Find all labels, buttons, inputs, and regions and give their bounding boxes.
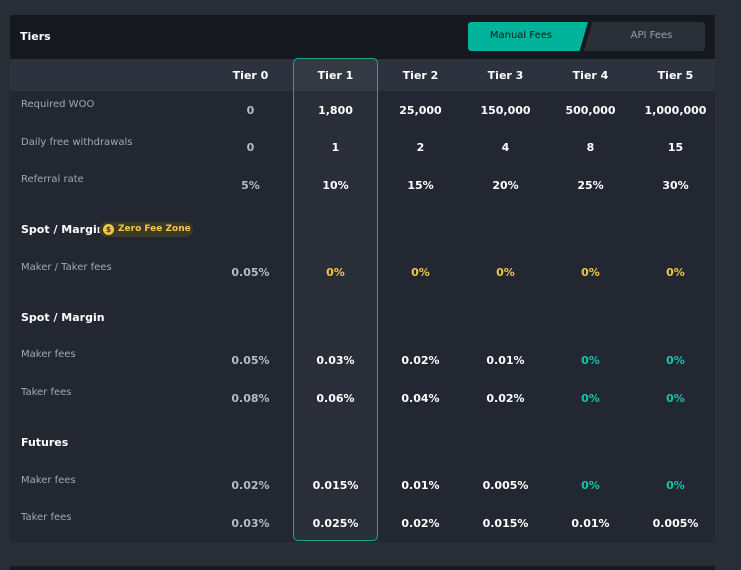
cell-futures-taker-tier-5: 0.005% (652, 517, 699, 530)
cell-required-woo-tier-2: 25,000 (399, 104, 442, 117)
cell-futures-maker-tier-4: 0% (581, 479, 600, 492)
cell-maker-taker-tier-5: 0% (666, 266, 685, 279)
tab-api-fees-label: API Fees (630, 30, 673, 41)
cell-maker-taker-tier-2: 0% (411, 266, 430, 279)
cell-spot-taker-tier-0: 0.08% (231, 392, 270, 405)
cell-referral-rate-tier-4: 25% (577, 179, 604, 192)
row-label-futures-maker-fees: Maker fees (21, 475, 76, 486)
cell-futures-maker-tier-1: 0.015% (312, 479, 359, 492)
cell-referral-rate-tier-1: 10% (322, 179, 349, 192)
tiers-header-bar: Tiers Manual Fees API Fees (10, 15, 715, 59)
cell-futures-taker-tier-1: 0.025% (312, 517, 359, 530)
cell-maker-taker-tier-4: 0% (581, 266, 600, 279)
cell-spot-taker-tier-3: 0.02% (486, 392, 525, 405)
cell-required-woo-tier-3: 150,000 (480, 104, 531, 117)
row-label-maker-taker-fees: Maker / Taker fees (21, 262, 112, 273)
cell-spot-maker-tier-1: 0.03% (316, 354, 355, 367)
cell-spot-maker-tier-2: 0.02% (401, 354, 440, 367)
cell-daily-withdrawals-tier-1: 1 (331, 141, 340, 154)
dollar-coin-icon: $ (103, 224, 114, 235)
cell-maker-taker-tier-1: 0% (326, 266, 345, 279)
cell-futures-maker-tier-0: 0.02% (231, 479, 270, 492)
cell-futures-taker-tier-0: 0.03% (231, 517, 270, 530)
row-label-required-woo: Required WOO (21, 99, 95, 110)
cell-referral-rate-tier-5: 30% (662, 179, 689, 192)
cell-required-woo-tier-0: 0 (246, 104, 255, 117)
cell-spot-maker-tier-0: 0.05% (231, 354, 270, 367)
cell-daily-withdrawals-tier-3: 4 (501, 141, 510, 154)
cell-required-woo-tier-5: 1,000,000 (644, 104, 707, 117)
cell-spot-taker-tier-2: 0.04% (401, 392, 440, 405)
column-header-tier-2: Tier 2 (402, 69, 439, 82)
cell-spot-maker-tier-3: 0.01% (486, 354, 525, 367)
next-panel-edge (10, 566, 715, 570)
fee-tiers-card: Tiers Manual Fees API Fees Tier 0 Tier 1… (10, 15, 715, 542)
cell-daily-withdrawals-tier-5: 15 (667, 141, 684, 154)
tier-column-header-row: Tier 0 Tier 1 Tier 2 Tier 3 Tier 4 Tier … (10, 59, 715, 91)
cell-spot-taker-tier-1: 0.06% (316, 392, 355, 405)
row-label-daily-free-withdrawals: Daily free withdrawals (21, 137, 133, 148)
tiers-title: Tiers (20, 30, 51, 43)
cell-spot-maker-tier-4: 0% (581, 354, 600, 367)
section-title-spot-margin: Spot / Margin (21, 311, 105, 324)
cell-spot-taker-tier-4: 0% (581, 392, 600, 405)
cell-required-woo-tier-4: 500,000 (565, 104, 616, 117)
row-label-referral-rate: Referral rate (21, 174, 84, 185)
row-label-spot-maker-fees: Maker fees (21, 349, 76, 360)
current-tier-highlight (293, 58, 378, 541)
cell-futures-maker-tier-2: 0.01% (401, 479, 440, 492)
cell-referral-rate-tier-2: 15% (407, 179, 434, 192)
tab-manual-fees[interactable]: Manual Fees (468, 22, 588, 51)
section-title-futures: Futures (21, 436, 69, 449)
row-label-futures-taker-fees: Taker fees (21, 512, 72, 523)
tab-manual-fees-label: Manual Fees (489, 30, 553, 41)
cell-spot-taker-tier-5: 0% (666, 392, 685, 405)
cell-futures-taker-tier-4: 0.01% (571, 517, 610, 530)
column-header-tier-1: Tier 1 (317, 69, 354, 82)
cell-required-woo-tier-1: 1,800 (318, 104, 353, 117)
cell-daily-withdrawals-tier-0: 0 (246, 141, 255, 154)
cell-referral-rate-tier-0: 5% (241, 179, 260, 192)
column-header-tier-5: Tier 5 (657, 69, 694, 82)
column-header-tier-0: Tier 0 (232, 69, 269, 82)
cell-referral-rate-tier-3: 20% (492, 179, 519, 192)
cell-maker-taker-tier-3: 0% (496, 266, 515, 279)
tab-api-fees[interactable]: API Fees (584, 22, 705, 51)
cell-daily-withdrawals-tier-4: 8 (586, 141, 595, 154)
cell-daily-withdrawals-tier-2: 2 (416, 141, 425, 154)
cell-futures-taker-tier-2: 0.02% (401, 517, 440, 530)
cell-spot-maker-tier-5: 0% (666, 354, 685, 367)
cell-maker-taker-tier-0: 0.05% (231, 266, 270, 279)
column-header-tier-4: Tier 4 (572, 69, 609, 82)
section-title-spot-margin-zero-fee: Spot / Margin (21, 223, 105, 236)
zero-fee-zone-badge: $ Zero Fee Zone (99, 222, 193, 237)
cell-futures-maker-tier-3: 0.005% (482, 479, 529, 492)
zero-fee-zone-label: Zero Fee Zone (118, 224, 191, 234)
column-header-tier-3: Tier 3 (487, 69, 524, 82)
row-label-spot-taker-fees: Taker fees (21, 387, 72, 398)
cell-futures-maker-tier-5: 0% (666, 479, 685, 492)
cell-futures-taker-tier-3: 0.015% (482, 517, 529, 530)
